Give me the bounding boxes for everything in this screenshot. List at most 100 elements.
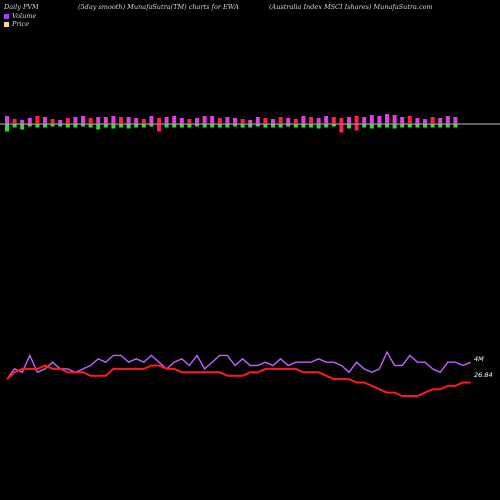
pvm-bar-down — [202, 124, 207, 128]
pvm-bar-up — [73, 117, 78, 124]
pvm-bar-up — [5, 116, 9, 124]
pvm-bar-down — [225, 124, 230, 128]
pvm-bar-up — [126, 117, 131, 124]
pvm-bar-down — [210, 124, 215, 128]
legend-volume: Volume — [4, 12, 36, 20]
pvm-bars — [5, 114, 458, 133]
pvm-bar-down — [309, 124, 313, 128]
pvm-bar-up — [240, 119, 245, 124]
pvm-bar-up — [339, 118, 344, 124]
pvm-bar-down — [119, 124, 123, 128]
pvm-bar-down — [12, 124, 17, 128]
pvm-bar-up — [217, 118, 222, 124]
pvm-bar-up — [225, 117, 230, 124]
pvm-bar-down — [316, 124, 321, 129]
pvm-bar-up — [157, 118, 161, 124]
pvm-bar-down — [377, 124, 382, 128]
pvm-bar-up — [88, 118, 93, 124]
pvm-bar-down — [392, 124, 397, 129]
chart-header-center-left: (5day smooth) MunafaSutra(TM) charts for… — [78, 3, 239, 11]
pvm-bar-up — [81, 116, 85, 124]
price-volume-lines — [6, 350, 471, 397]
pvm-bar-down — [96, 124, 101, 130]
pvm-bar-down — [157, 124, 161, 132]
pvm-bar-down — [407, 124, 412, 128]
pvm-bar-up — [248, 120, 253, 124]
pvm-bar-up — [445, 116, 450, 124]
pvm-bar-up — [149, 116, 154, 124]
pvm-bar-down — [369, 124, 374, 129]
pvm-bar-up — [255, 117, 260, 124]
legend-price: Price — [4, 20, 29, 28]
pvm-bar-down — [126, 124, 131, 129]
pvm-bar-up — [202, 116, 207, 124]
pvm-bar-down — [324, 124, 329, 128]
pvm-bar-down — [35, 124, 40, 128]
pvm-bar-down — [415, 124, 420, 128]
pvm-bar-down — [43, 124, 47, 128]
pvm-bar-down — [271, 124, 275, 128]
pvm-bar-up — [96, 117, 101, 124]
pvm-bar-up — [141, 119, 146, 124]
pvm-bar-up — [164, 117, 169, 124]
pvm-bar-up — [316, 118, 321, 124]
pvm-bar-down — [20, 124, 25, 130]
pvm-bar-down — [50, 124, 55, 127]
pvm-bar-up — [195, 118, 199, 124]
pvm-bar-down — [233, 124, 237, 127]
pvm-bar-down — [88, 124, 93, 128]
pvm-bar-down — [141, 124, 146, 128]
pvm-bar-down — [81, 124, 85, 127]
pvm-bar-down — [438, 124, 443, 128]
pvm-bar-up — [111, 116, 116, 124]
pvm-bar-up — [293, 119, 298, 124]
pvm-bar-up — [50, 119, 55, 124]
pvm-bar-up — [453, 117, 458, 124]
pvm-bar-up — [187, 119, 192, 124]
legend-volume-swatch — [4, 13, 9, 19]
pvm-bar-down — [385, 124, 389, 128]
pvm-bar-up — [134, 118, 139, 124]
pvm-bar-down — [65, 124, 70, 128]
pvm-bar-down — [134, 124, 139, 128]
legend-volume-label: Volume — [12, 12, 37, 20]
pvm-bar-down — [286, 124, 291, 127]
pvm-bar-up — [12, 119, 17, 124]
pvm-bar-up — [430, 117, 435, 124]
pvm-bar-up — [407, 116, 412, 124]
pvm-bar-down — [5, 124, 9, 132]
pvm-bar-up — [20, 120, 25, 124]
pvm-bar-up — [377, 116, 382, 124]
pvm-bar-up — [415, 118, 420, 124]
pvm-bar-up — [43, 117, 47, 124]
pvm-bar-up — [331, 117, 336, 124]
pvm-bar-down — [111, 124, 116, 129]
pvm-bar-up — [58, 120, 63, 124]
pvm-bar-up — [103, 117, 108, 124]
pvm-bar-up — [35, 116, 40, 124]
chart-header-center-right: (Australia Index MSCI Ishares) MunafaSut… — [269, 3, 433, 11]
pvm-bar-down — [430, 124, 435, 128]
pvm-bar-down — [103, 124, 108, 128]
pvm-bar-down — [179, 124, 184, 128]
pvm-bar-up — [286, 118, 291, 124]
pvm-bar-up — [179, 118, 184, 124]
pvm-bar-down — [278, 124, 283, 128]
pvm-bar-up — [233, 118, 237, 124]
pvm-bar-down — [217, 124, 222, 128]
pvm-bar-down — [149, 124, 154, 127]
pvm-bar-up — [309, 117, 313, 124]
pvm-bar-up — [392, 115, 397, 124]
pvm-bar-down — [187, 124, 192, 128]
pvm-bar-down — [362, 124, 367, 128]
pvm-bar-down — [293, 124, 298, 128]
pvm-bar-up — [65, 118, 70, 124]
pvm-bar-down — [172, 124, 177, 128]
volume-line — [6, 350, 471, 380]
pvm-bar-up — [438, 118, 443, 124]
pvm-bar-up — [301, 116, 306, 124]
pvm-bar-up — [119, 117, 123, 124]
pvm-bar-up — [263, 118, 268, 124]
pvm-bar-up — [172, 116, 177, 124]
